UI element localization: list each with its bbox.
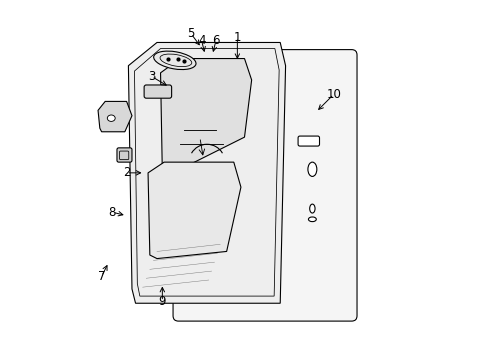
Polygon shape (98, 102, 132, 132)
Text: 1: 1 (233, 31, 241, 44)
FancyBboxPatch shape (298, 136, 319, 146)
Ellipse shape (107, 115, 115, 121)
Text: 10: 10 (325, 88, 341, 101)
Polygon shape (148, 162, 241, 258)
Ellipse shape (308, 217, 316, 222)
Polygon shape (128, 42, 285, 303)
Text: 5: 5 (187, 27, 194, 40)
Text: 3: 3 (148, 70, 155, 83)
FancyBboxPatch shape (173, 50, 356, 321)
Text: 2: 2 (122, 166, 130, 179)
Ellipse shape (309, 204, 314, 213)
Polygon shape (160, 59, 251, 173)
Ellipse shape (153, 51, 196, 69)
FancyBboxPatch shape (144, 85, 171, 98)
FancyBboxPatch shape (117, 148, 132, 162)
Text: 7: 7 (98, 270, 105, 283)
Text: 9: 9 (158, 295, 166, 308)
Ellipse shape (307, 162, 316, 176)
Text: 4: 4 (198, 34, 205, 47)
Text: 6: 6 (212, 34, 219, 47)
Text: 8: 8 (108, 206, 116, 219)
